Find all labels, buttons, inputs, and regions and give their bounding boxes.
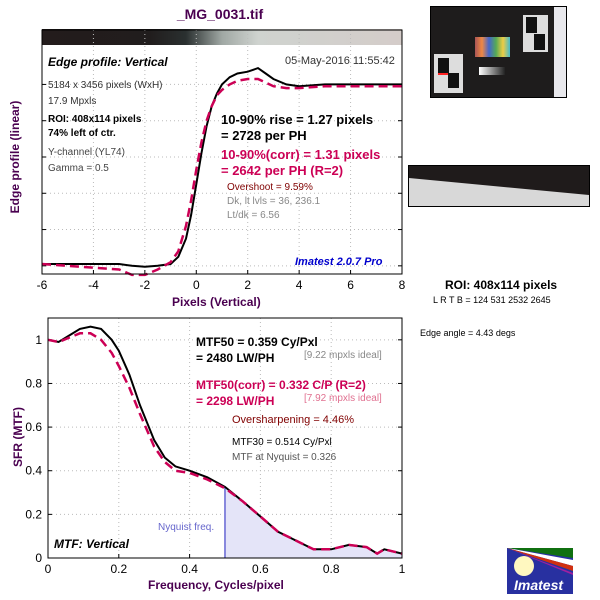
mtf50-lwph: = 2480 LW/PH [196, 351, 275, 365]
megapixels: 17.9 Mpxls [48, 96, 97, 107]
plot-frame [47, 317, 403, 559]
side-roi: ROI: 408x114 pixels [445, 278, 558, 292]
rise: 10-90% rise = 1.27 pixels [221, 112, 374, 127]
mtf-title: MTF: Vertical [54, 537, 129, 551]
x-tick-label: 0.2 [110, 562, 127, 576]
oversharpening: Oversharpening = 4.46% [232, 414, 354, 426]
light-dark-ratio: Lt/dk = 6.56 [227, 210, 280, 221]
rise-corr: 10-90%(corr) = 1.31 pixels [221, 147, 381, 162]
nyquist-label: Nyquist freq. [158, 522, 215, 533]
x-tick-label: 1 [399, 562, 406, 576]
x-tick-label: 4 [296, 278, 303, 292]
edge-xlabel: Pixels (Vertical) [172, 295, 261, 309]
x-tick-label: 8 [399, 278, 406, 292]
edge-ylabel: Edge profile (linear) [8, 100, 22, 214]
side-lrtb: L R T B = 124 531 2532 2645 [433, 295, 551, 305]
page-title: _MG_0031.tif [176, 6, 264, 22]
mtf50-ideal: [9.22 mpxls ideal] [304, 350, 382, 361]
y-tick-label: 0.6 [25, 420, 42, 434]
mtf-ylabel: SFR (MTF) [11, 407, 25, 467]
svg-text:Imatest: Imatest [514, 577, 564, 593]
roi-image [408, 165, 590, 207]
x-tick-label: 0.6 [252, 562, 269, 576]
image-size: 5184 x 3456 pixels (WxH) [48, 80, 163, 91]
version-label: Imatest 2.0.7 Pro [295, 256, 383, 268]
x-tick-label: 2 [244, 278, 251, 292]
mtf-xlabel: Frequency, Cycles/pixel [148, 578, 284, 592]
x-tick-label: 0 [45, 562, 52, 576]
edge-date: 05-May-2016 11:55:42 [285, 55, 395, 67]
x-tick-label: -6 [37, 278, 48, 292]
roi-size: ROI: 408x114 pixels [48, 114, 142, 125]
plot-frame [41, 29, 403, 275]
x-tick-label: 0.4 [181, 562, 198, 576]
x-tick-label: 0 [193, 278, 200, 292]
series-corr-line [47, 332, 403, 556]
gray-gradient-bar [42, 29, 402, 45]
series-corr-line [41, 77, 402, 277]
overshoot: Overshoot = 9.59% [227, 182, 313, 193]
nyquist-area [225, 486, 402, 558]
y-tick-label: 0.2 [25, 507, 42, 521]
channel: Y-channel (YL74) [48, 147, 125, 158]
y-tick-label: 0.8 [25, 376, 42, 390]
gamma: Gamma = 0.5 [48, 163, 109, 174]
edge-angle: Edge angle = 4.43 degs [420, 328, 516, 338]
x-tick-label: 0.8 [323, 562, 340, 576]
y-tick-label: 0 [35, 551, 42, 565]
rise-ph: = 2728 per PH [221, 128, 307, 143]
mtf50-corr: MTF50(corr) = 0.332 C/P (R=2) [196, 378, 366, 392]
y-tick-label: 1 [35, 333, 42, 347]
mtf30: MTF30 = 0.514 Cy/Pxl [232, 437, 332, 448]
mtf50: MTF50 = 0.359 Cy/Pxl [196, 335, 318, 349]
rise-corr-ph: = 2642 per PH (R=2) [221, 163, 344, 178]
x-tick-label: 6 [347, 278, 354, 292]
x-tick-label: -2 [140, 278, 151, 292]
mtf50-corr-ideal: [7.92 mpxls ideal] [304, 393, 382, 404]
imatest-logo: Imatest [507, 548, 573, 594]
mtf-nyquist: MTF at Nyquist = 0.326 [232, 452, 337, 463]
image-thumbnail [430, 6, 567, 98]
mtf50-corr-lwph: = 2298 LW/PH [196, 394, 275, 408]
levels: Dk, lt lvls = 36, 236.1 [227, 196, 321, 207]
edge-title: Edge profile: Vertical [48, 55, 168, 69]
x-tick-label: -4 [88, 278, 99, 292]
y-tick-label: 0.4 [25, 464, 42, 478]
roi-position: 74% left of ctr. [48, 128, 116, 139]
